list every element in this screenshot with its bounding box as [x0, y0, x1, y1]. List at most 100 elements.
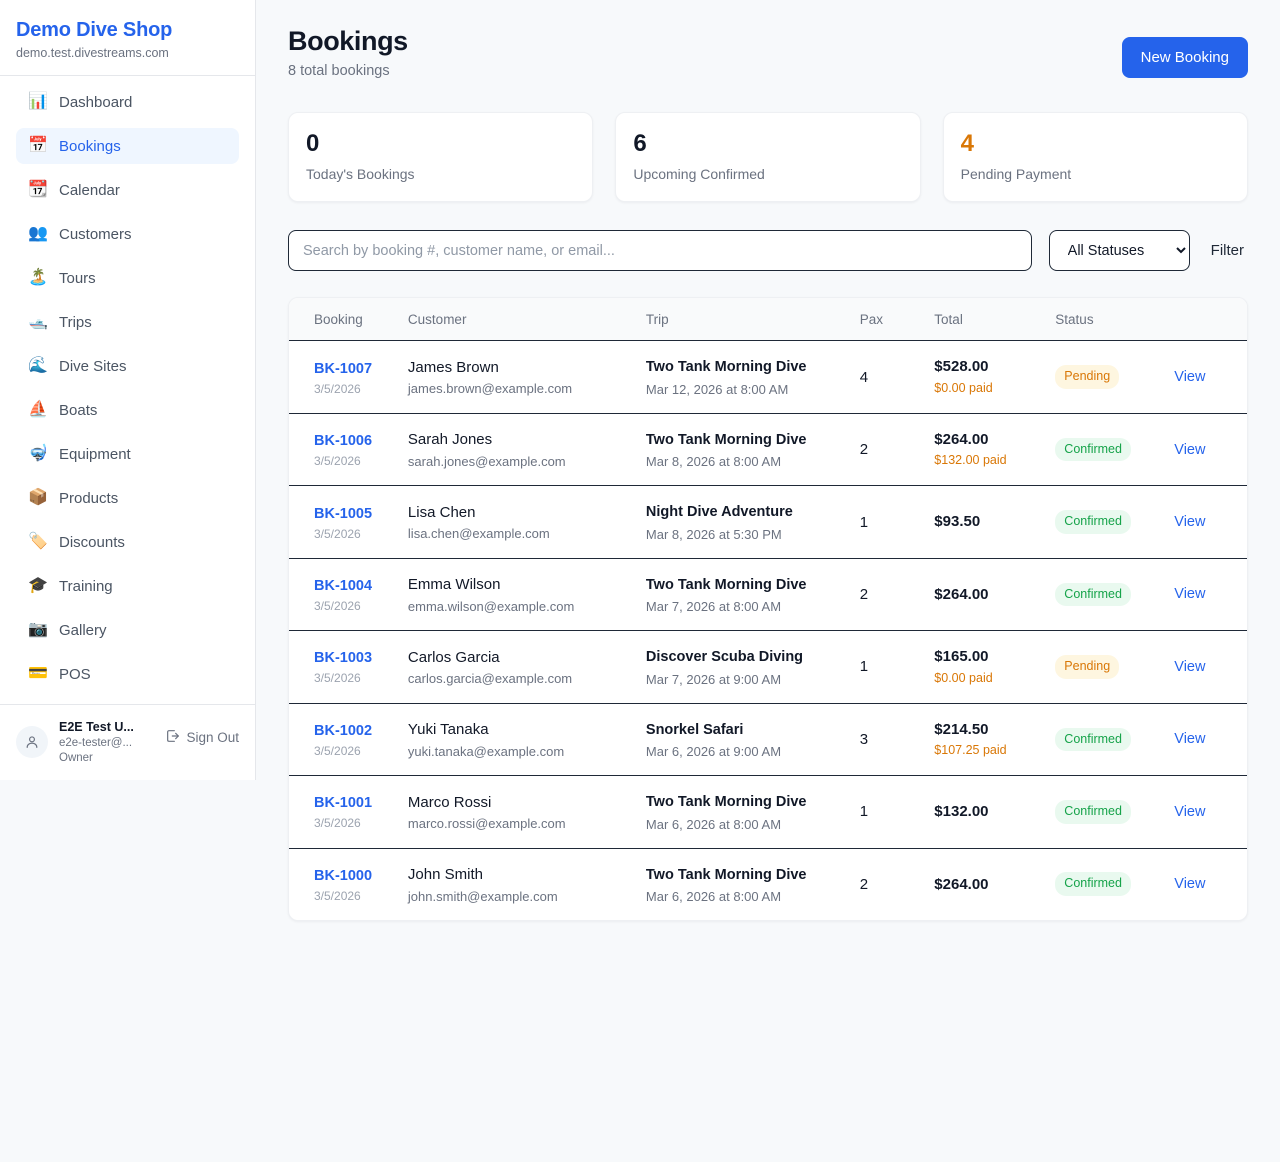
customer-email: lisa.chen@example.com [407, 526, 550, 542]
motor-boat-icon: 🛥️ [28, 313, 48, 330]
trip-name: Snorkel Safari [645, 721, 744, 738]
diving-mask-icon: 🤿 [28, 445, 48, 462]
view-link[interactable]: View [1174, 369, 1206, 386]
booking-id-link[interactable]: BK-1004 [314, 577, 373, 594]
table-body: BK-1007 3/5/2026 James Brown james.brown@ex… [289, 340, 1247, 920]
booking-created-date: 3/5/2026 [314, 454, 361, 469]
customer-email: sarah.jones@example.com [407, 453, 566, 469]
view-link[interactable]: View [1174, 731, 1206, 748]
trip-datetime: Mar 6, 2026 at 8:00 AM [645, 889, 782, 905]
booking-id-link[interactable]: BK-1003 [314, 650, 373, 667]
stat-card-pending-payment: 4 Pending Payment [942, 112, 1248, 203]
sidebar-item-equipment[interactable]: 🤿 Equipment [16, 436, 239, 472]
booking-id-link[interactable]: BK-1006 [314, 433, 373, 450]
cell-trip: Discover Scuba Diving Mar 7, 2026 at 9:00… [637, 630, 852, 704]
page-header: Bookings 8 total bookings New Booking [288, 26, 1248, 79]
cell-status: Confirmed [1047, 485, 1167, 559]
sign-out-button[interactable]: Sign Out [165, 728, 239, 747]
trip-name: Two Tank Morning Dive [645, 431, 807, 448]
booking-id-link[interactable]: BK-1007 [314, 360, 373, 377]
booking-id-link[interactable]: BK-1000 [314, 867, 373, 884]
pax-count: 1 [859, 513, 869, 531]
customer-name: Emma Wilson [407, 576, 501, 594]
trip-name: Discover Scuba Diving [645, 649, 804, 666]
cell-trip: Two Tank Morning Dive Mar 8, 2026 at 8:00… [637, 413, 852, 487]
customer-email: james.brown@example.com [407, 381, 573, 397]
view-link[interactable]: View [1174, 876, 1206, 893]
camera-icon: 📷 [28, 621, 48, 638]
status-filter-select[interactable]: All Statuses [1048, 230, 1190, 272]
table-row: BK-1007 3/5/2026 James Brown james.brown@ex… [289, 340, 1247, 414]
sidebar-item-pos[interactable]: 💳 POS [16, 656, 239, 692]
view-link[interactable]: View [1174, 514, 1206, 531]
trip-datetime: Mar 8, 2026 at 8:00 AM [645, 454, 782, 470]
sidebar-item-gallery[interactable]: 📷 Gallery [16, 612, 239, 648]
new-booking-button[interactable]: New Booking [1121, 37, 1248, 78]
brand-block: Demo Dive Shop demo.test.divestreams.com [0, 0, 255, 76]
page-heading-group: Bookings 8 total bookings [288, 26, 408, 79]
cell-trip: Two Tank Morning Dive Mar 7, 2026 at 8:00… [637, 558, 852, 632]
status-badge: Confirmed [1055, 727, 1131, 752]
customer-name: Yuki Tanaka [407, 721, 489, 739]
sidebar-item-label: Training [59, 577, 113, 595]
sidebar-item-label: Dive Sites [59, 357, 127, 375]
view-link[interactable]: View [1174, 586, 1206, 603]
trip-datetime: Mar 6, 2026 at 9:00 AM [645, 744, 782, 760]
pax-count: 2 [859, 585, 869, 603]
sidebar-item-calendar[interactable]: 📆 Calendar [16, 172, 239, 208]
total-amount: $214.50 [934, 720, 989, 738]
booking-id-link[interactable]: BK-1001 [314, 795, 373, 812]
two-people-icon: 👥 [28, 225, 48, 242]
user-meta: E2E Test U... e2e-tester@... Owner [59, 719, 154, 766]
booking-created-date: 3/5/2026 [314, 816, 361, 831]
bookings-table: Booking Customer Trip Pax Total Status B… [289, 298, 1247, 920]
desert-island-icon: 🏝️ [28, 269, 48, 286]
search-input[interactable] [288, 230, 1032, 272]
stat-label: Upcoming Confirmed [633, 166, 765, 183]
package-box-icon: 📦 [28, 489, 48, 506]
cell-trip: Two Tank Morning Dive Mar 6, 2026 at 8:00… [637, 775, 852, 849]
sidebar-item-trips[interactable]: 🛥️ Trips [16, 304, 239, 340]
sidebar-item-label: Products [59, 489, 119, 507]
cell-pax: 1 [851, 630, 927, 704]
brand-domain: demo.test.divestreams.com [16, 46, 169, 60]
cell-action: View [1166, 340, 1247, 414]
view-link[interactable]: View [1174, 441, 1206, 458]
cell-status: Confirmed [1047, 558, 1167, 632]
sidebar-item-training[interactable]: 🎓 Training [16, 568, 239, 604]
sidebar-item-customers[interactable]: 👥 Customers [16, 216, 239, 252]
filter-button[interactable]: Filter [1207, 242, 1248, 259]
pax-count: 2 [859, 441, 869, 459]
cell-total: $264.00 $132.00 paid [926, 413, 1048, 487]
sidebar-item-boats[interactable]: ⛵ Boats [16, 392, 239, 428]
total-amount: $264.00 [934, 430, 989, 448]
sign-out-label: Sign Out [186, 730, 239, 745]
sidebar-item-products[interactable]: 📦 Products [16, 480, 239, 516]
sidebar-item-bookings[interactable]: 📅 Bookings [16, 128, 239, 164]
sidebar-item-discounts[interactable]: 🏷️ Discounts [16, 524, 239, 560]
booking-id-link[interactable]: BK-1002 [314, 722, 373, 739]
price-tag-icon: 🏷️ [28, 533, 48, 550]
trip-datetime: Mar 8, 2026 at 5:30 PM [645, 526, 782, 542]
booking-created-date: 3/5/2026 [314, 598, 361, 613]
view-link[interactable]: View [1174, 803, 1206, 820]
trip-name: Night Dive Adventure [645, 504, 793, 521]
column-header-total: Total [926, 298, 1048, 342]
total-amount: $264.00 [934, 585, 989, 603]
booking-created-date: 3/5/2026 [314, 671, 361, 686]
paid-amount: $107.25 paid [934, 743, 1007, 758]
paid-amount: $0.00 paid [934, 670, 993, 685]
sidebar-item-dashboard[interactable]: 📊 Dashboard [16, 84, 239, 120]
cell-customer: James Brown james.brown@example.com [399, 340, 638, 414]
cell-booking: BK-1007 3/5/2026 [289, 340, 400, 414]
view-link[interactable]: View [1174, 658, 1206, 675]
stat-card-today-s-bookings: 0 Today's Bookings [288, 112, 594, 203]
booking-id-link[interactable]: BK-1005 [314, 505, 373, 522]
total-amount: $93.50 [934, 513, 981, 531]
sidebar-item-label: Bookings [59, 137, 121, 155]
sidebar-item-tours[interactable]: 🏝️ Tours [16, 260, 239, 296]
status-badge: Confirmed [1055, 510, 1131, 534]
table-row: BK-1004 3/5/2026 Emma Wilson emma.wilson@ex… [289, 558, 1247, 632]
sidebar-item-dive-sites[interactable]: 🌊 Dive Sites [16, 348, 239, 384]
table-row: BK-1005 3/5/2026 Lisa Chen lisa.chen@exampl… [289, 485, 1247, 559]
